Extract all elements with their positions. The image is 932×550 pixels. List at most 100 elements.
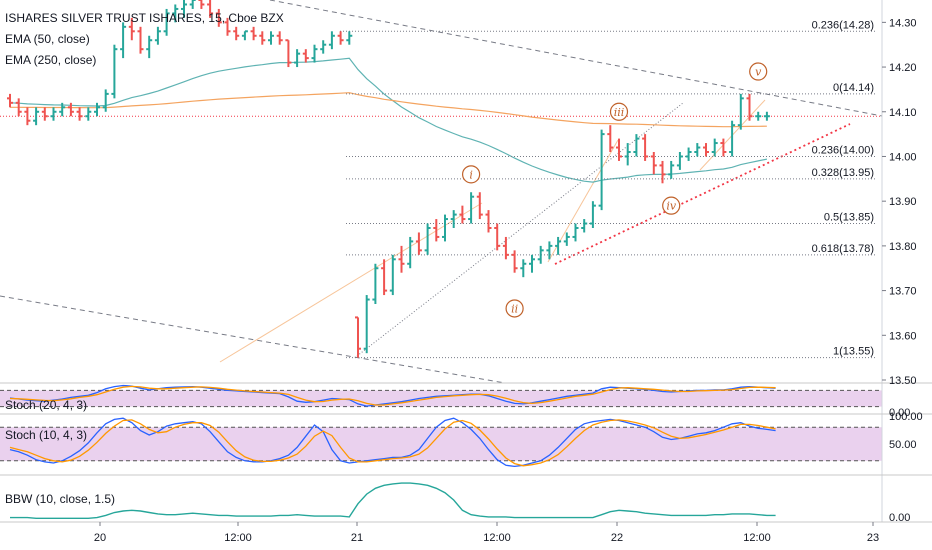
bbw-line <box>10 482 776 519</box>
price-tick-label: 13.50 <box>889 375 917 387</box>
ohlc-bar <box>755 111 762 121</box>
ohlc-bar <box>285 39 292 68</box>
lower-channel-line <box>0 295 506 384</box>
upper-channel-line <box>269 0 883 117</box>
ohlc-bar <box>468 192 475 224</box>
ohlc-bar <box>476 192 483 220</box>
ohlc-bar <box>581 219 588 233</box>
ohlc-bar <box>546 241 553 260</box>
fib-level-label: 0.236(14.00) <box>812 144 874 156</box>
price-tick-label: 13.90 <box>889 196 917 208</box>
fib-level-label: 0.328(13.95) <box>812 167 874 179</box>
fib-level-label: 0.236(14.28) <box>812 19 874 31</box>
ohlc-bar <box>372 263 379 304</box>
ohlc-bar <box>241 30 248 41</box>
ohlc-bar <box>328 31 335 50</box>
wave-label-text: i <box>469 168 473 181</box>
ema50-line <box>9 57 768 183</box>
fib-retracement[interactable]: 0.236(14.28) 0(14.14) 0.236(14.00) 0.328(13… <box>340 19 876 359</box>
ohlc-bar <box>389 254 396 296</box>
ema250-legend[interactable]: EMA (250, close) <box>5 53 97 67</box>
bbw-axis-label: 0.00 <box>889 512 910 524</box>
wave-label-circle <box>462 165 481 184</box>
ohlc-bar <box>207 0 214 18</box>
ohlc-bar <box>102 89 109 112</box>
fib-level-label: 0.5(13.85) <box>824 212 874 224</box>
stoch-series-d <box>9 419 776 467</box>
ohlc-bar <box>511 250 518 273</box>
ohlc-bar <box>181 0 187 18</box>
ohlc-bar <box>450 210 457 228</box>
ohlc-bar <box>415 232 422 255</box>
fib-trend-line <box>356 102 684 357</box>
ohlc-bar <box>189 0 196 9</box>
ohlc-bar <box>433 219 440 242</box>
ohlc-bar <box>529 254 535 273</box>
ohlc-bar <box>250 26 257 41</box>
time-axis-label: 12:00 <box>483 532 511 544</box>
wave-label-v: v <box>749 62 768 81</box>
fib-level-label: 0(14.14) <box>833 82 874 94</box>
ohlc-bar <box>294 49 301 68</box>
wave-label-text: ii <box>511 302 518 315</box>
ohlc-bar <box>337 31 344 45</box>
ohlc-bar <box>215 8 222 27</box>
parallel-line-1 <box>219 202 483 363</box>
stoch10-axis-label: 50.00 <box>889 439 917 451</box>
ohlc-bar <box>650 152 657 175</box>
stoch-series-k <box>9 384 776 407</box>
stoch20-legend[interactable]: Stoch (20, 4, 3) <box>5 398 88 412</box>
ohlc-bar <box>711 138 718 157</box>
ohlc-bar <box>33 107 40 126</box>
ohlc-bar <box>76 107 83 121</box>
wave-label-iv: iv <box>662 196 681 215</box>
time-axis-label: 23 <box>867 532 879 544</box>
ohlc-bar <box>7 93 13 108</box>
stoch-10-panel <box>0 417 882 468</box>
ohlc-bar <box>563 232 570 246</box>
wave-label-text: iv <box>666 200 677 213</box>
ohlc-bar <box>442 214 448 242</box>
stoch-series-k <box>9 417 776 468</box>
time-axis-label: 21 <box>351 532 363 544</box>
stoch10-axis-label: 100.00 <box>889 411 923 423</box>
stoch10-legend[interactable]: Stoch (10, 4, 3) <box>5 428 88 442</box>
ohlc-bar <box>494 223 501 251</box>
ohlc-bar <box>268 31 274 45</box>
symbol-title[interactable]: ISHARES SILVER TRUST ISHARES, 15, Cboe B… <box>5 11 284 25</box>
time-axis-label: 22 <box>611 532 623 544</box>
wave-label-text: iii <box>614 106 625 119</box>
ohlc-bar <box>642 134 649 161</box>
stoch-series-d <box>9 385 776 406</box>
trendlines <box>0 0 883 384</box>
price-tick-label: 13.70 <box>889 286 917 298</box>
ohlc-bar <box>302 49 309 63</box>
ohlc-bar <box>720 138 727 157</box>
wave-label-ii: ii <box>505 299 524 318</box>
ohlc-bar <box>346 31 353 45</box>
ohlc-bar <box>737 93 744 130</box>
ohlc-bar <box>320 40 327 54</box>
ema50-legend[interactable]: EMA (50, close) <box>5 32 90 46</box>
fib-level-label: 0.618(13.78) <box>812 243 874 255</box>
ohlc-bar <box>676 152 683 170</box>
time-axis-label: 12:00 <box>743 532 771 544</box>
wave-label-circle <box>609 102 629 121</box>
ohlc-bar <box>398 245 405 273</box>
ohlc-bar <box>198 0 205 9</box>
ema-layer <box>9 57 768 183</box>
fib-level-label: 1(13.55) <box>833 346 874 358</box>
bbw-legend[interactable]: BBW (10, close, 1.5) <box>5 492 116 506</box>
ohlc-bar <box>59 102 66 117</box>
ohlc-bar <box>572 223 579 242</box>
ohlc-bar <box>128 17 135 41</box>
ohlc-bar <box>763 111 770 121</box>
wave-label-circle <box>505 299 524 318</box>
stoch20-axis-label: 0.00 <box>889 407 910 419</box>
ohlc-bar <box>589 201 596 228</box>
stoch-band-fill <box>0 390 882 407</box>
ohlc-bar <box>137 26 144 54</box>
ohlc-bar <box>424 223 431 255</box>
